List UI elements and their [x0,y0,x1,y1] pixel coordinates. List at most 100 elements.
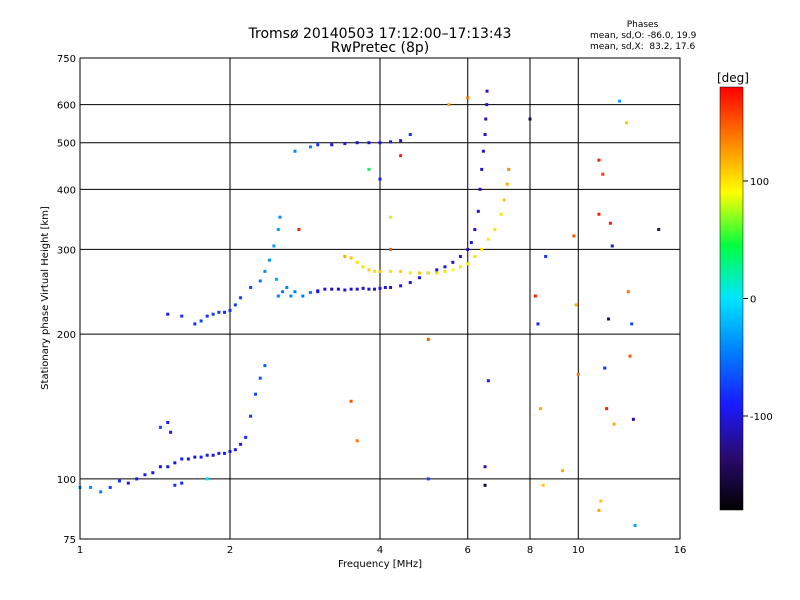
data-point [233,303,237,307]
phase-stats-heading: Phases [626,20,659,30]
data-point [180,314,184,318]
data-point [480,167,484,171]
data-point [544,254,548,258]
data-point [399,139,403,143]
data-point [258,376,262,380]
data-point [408,281,412,285]
data-point [541,483,545,487]
data-point [193,455,197,459]
data-point [483,133,487,137]
data-point [378,177,382,181]
data-point [239,442,243,446]
data-point [435,271,439,275]
data-point [483,465,487,469]
data-point [349,399,353,403]
data-point [249,285,253,289]
data-point [435,268,439,272]
colorbar-tick-label: 0 [750,295,756,306]
data-point [373,269,377,273]
data-point [389,247,393,251]
data-point [135,477,139,481]
data-point [272,244,276,248]
data-point [603,366,607,370]
data-point [281,290,285,294]
data-point [211,453,215,457]
data-point [355,439,359,443]
data-point [244,435,248,439]
data-point [378,286,382,290]
data-point [253,392,257,396]
data-point [597,508,601,512]
data-point [478,187,482,191]
data-point [173,483,177,487]
data-point [399,154,403,158]
data-point [399,269,403,273]
data-point [301,294,305,298]
data-point [539,407,543,411]
data-point [199,319,203,323]
data-point [276,294,280,298]
phase-stats-o: mean, sd,O: -86.0, 19.9 [590,31,697,41]
data-point [293,149,297,153]
x-tick-label: 1 [77,545,83,556]
data-point [443,269,447,273]
data-point [316,143,320,147]
data-point [367,287,371,291]
y-tick-label: 750 [57,54,76,65]
data-point [223,451,227,455]
data-point [205,453,209,457]
data-point [239,296,243,300]
data-point [361,265,365,269]
colorbar-tick-label: 100 [750,177,769,188]
data-point [343,142,347,146]
data-point [343,288,347,292]
data-point [233,448,237,452]
data-point [533,294,537,298]
data-point [108,485,112,489]
data-point [466,96,470,100]
data-point [249,414,253,418]
data-point [180,457,184,461]
data-point [205,477,209,481]
data-point [289,294,293,298]
data-point [336,287,340,291]
data-point [180,481,184,485]
data-point [367,268,371,272]
x-axis-label: Frequency [MHz] [338,559,422,570]
data-point [597,212,601,216]
data-point [451,268,455,272]
y-axis-label: Stationary phase Virtual Height [km] [40,206,51,390]
y-tick-label: 300 [57,245,76,256]
data-point [476,209,480,213]
data-point [297,227,301,231]
data-point [383,285,387,289]
data-point [169,430,173,434]
data-point [399,284,403,288]
data-point [443,265,447,269]
y-tick-label: 600 [57,101,76,112]
data-point [330,143,334,147]
data-point [605,407,609,411]
data-point [275,277,279,281]
data-point [505,182,509,186]
data-point [408,271,412,275]
data-point [631,417,635,421]
data-point [166,312,170,316]
data-point [285,285,289,289]
data-point [485,103,489,107]
data-point [258,279,262,283]
data-point [389,215,393,219]
data-point [361,286,365,290]
x-tick-label: 4 [377,545,383,556]
data-point [469,241,473,245]
data-point [597,158,601,162]
data-point [355,260,359,264]
data-point [608,221,612,225]
data-point [330,287,334,291]
data-point [293,290,297,294]
data-point [151,471,155,475]
phase-stats: Phases mean, sd,O: -86.0, 19.9 mean, sd,… [590,20,697,53]
data-point [499,212,503,216]
x-tick-label: 8 [527,545,533,556]
data-point [536,322,540,326]
